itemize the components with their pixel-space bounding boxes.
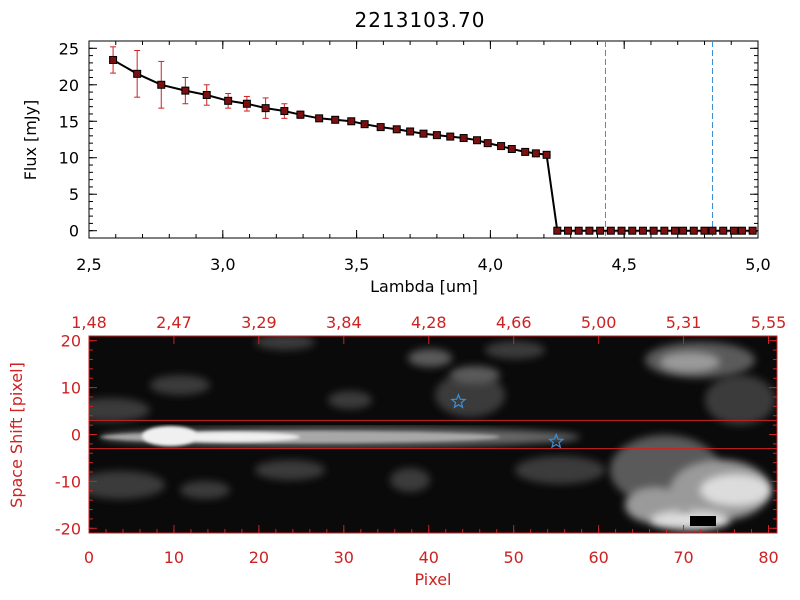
wavelength-tick-label: 3,29 xyxy=(241,313,277,332)
data-point xyxy=(748,226,757,235)
x-tick-label: 3,5 xyxy=(344,255,369,274)
data-point xyxy=(671,226,680,235)
pixel-axis-label: Pixel xyxy=(414,570,451,589)
data-point xyxy=(296,110,305,119)
wavelength-tick-label: 4,66 xyxy=(496,313,532,332)
spectral-image-plot: 0 10 20 30 40 50 60 70 80 1,48 2,47 3,29 3,84 4,28 4,6… xyxy=(55,313,786,567)
y-tick-label: 20 xyxy=(59,76,79,95)
flux-series-line xyxy=(112,59,753,232)
data-point xyxy=(521,147,530,156)
data-point xyxy=(242,99,251,108)
data-point xyxy=(181,86,190,95)
wavelength-tick-label: 2,47 xyxy=(156,313,192,332)
x-tick-label: 5,0 xyxy=(745,255,770,274)
data-point xyxy=(360,120,369,129)
pixel-tick-label: 80 xyxy=(758,548,778,567)
wavelength-tick-label: 1,48 xyxy=(71,313,107,332)
data-point xyxy=(606,226,615,235)
data-point xyxy=(553,226,562,235)
data-point xyxy=(729,226,738,235)
x-tick-label: 4,5 xyxy=(611,255,636,274)
data-point xyxy=(574,226,583,235)
data-point xyxy=(617,226,626,235)
data-point xyxy=(261,104,270,113)
star-marker xyxy=(450,393,467,409)
data-point xyxy=(497,142,506,151)
spectrum-plot: 2,5 3,0 3,5 4,0 4,5 5,0 0 5 10 15 20 25 xyxy=(59,39,771,274)
data-point xyxy=(376,123,385,132)
data-point xyxy=(392,125,401,134)
pixel-tick-label: 40 xyxy=(419,548,439,567)
y-tick-label: 5 xyxy=(69,185,79,204)
wavelength-tick-label: 4,28 xyxy=(411,313,447,332)
data-point xyxy=(315,114,324,123)
data-point xyxy=(280,107,289,116)
y-axis-label: Flux [mJy] xyxy=(21,100,40,181)
data-point xyxy=(689,226,698,235)
data-point xyxy=(564,226,573,235)
data-point xyxy=(596,226,605,235)
data-point xyxy=(109,55,118,64)
data-point xyxy=(585,226,594,235)
data-point xyxy=(531,149,540,158)
y-tick-label: 25 xyxy=(59,39,79,58)
x-tick-label: 2,5 xyxy=(76,255,101,274)
x-tick-label: 3,0 xyxy=(210,255,235,274)
data-point xyxy=(432,131,441,140)
space-shift-tick-label: 0 xyxy=(71,426,81,445)
chart-title: 2213103.70 xyxy=(355,8,486,32)
data-point xyxy=(483,139,492,148)
star-marker xyxy=(547,432,565,449)
data-point xyxy=(737,226,746,235)
pixel-tick-label: 30 xyxy=(334,548,354,567)
y-tick-label: 10 xyxy=(59,149,79,168)
y-tick-label: 15 xyxy=(59,112,79,131)
space-shift-tick-label: 10 xyxy=(61,379,81,398)
x-tick-label: 4,0 xyxy=(478,255,503,274)
pixel-tick-label: 60 xyxy=(588,548,608,567)
data-point xyxy=(459,134,468,143)
data-point xyxy=(224,96,233,105)
pixel-tick-label: 50 xyxy=(504,548,524,567)
wavelength-tick-label: 5,00 xyxy=(581,313,617,332)
data-point xyxy=(446,132,455,141)
data-point xyxy=(473,136,482,145)
space-shift-axis-label: Space Shift [pixel] xyxy=(7,362,26,508)
data-point xyxy=(202,90,211,99)
wavelength-tick-label: 5,31 xyxy=(666,313,702,332)
pixel-tick-label: 10 xyxy=(164,548,184,567)
pixel-tick-label: 20 xyxy=(249,548,269,567)
spectrum-frame xyxy=(88,40,759,239)
data-point xyxy=(406,127,415,136)
data-point xyxy=(133,69,142,78)
data-point xyxy=(719,226,728,235)
y-tick-label: 0 xyxy=(69,222,79,241)
data-point xyxy=(649,226,658,235)
wavelength-tick-label: 5,55 xyxy=(751,313,787,332)
pixel-tick-label: 0 xyxy=(84,548,94,567)
space-shift-tick-label: -10 xyxy=(55,472,81,491)
space-shift-tick-label: -20 xyxy=(55,519,81,538)
data-point xyxy=(628,226,637,235)
heatmap-image xyxy=(89,336,777,533)
data-point xyxy=(660,226,669,235)
space-shift-tick-label: 20 xyxy=(61,332,81,351)
data-point xyxy=(638,226,647,235)
data-point xyxy=(700,226,709,235)
data-point xyxy=(419,129,428,138)
pixel-tick-label: 70 xyxy=(673,548,693,567)
data-point xyxy=(331,115,340,124)
data-point xyxy=(157,80,166,89)
data-point xyxy=(708,226,717,235)
x-axis-label: Lambda [um] xyxy=(370,277,478,296)
data-point xyxy=(507,144,516,153)
data-point xyxy=(347,117,356,126)
wavelength-tick-label: 3,84 xyxy=(326,313,362,332)
data-point xyxy=(679,226,688,235)
data-point xyxy=(542,150,551,159)
